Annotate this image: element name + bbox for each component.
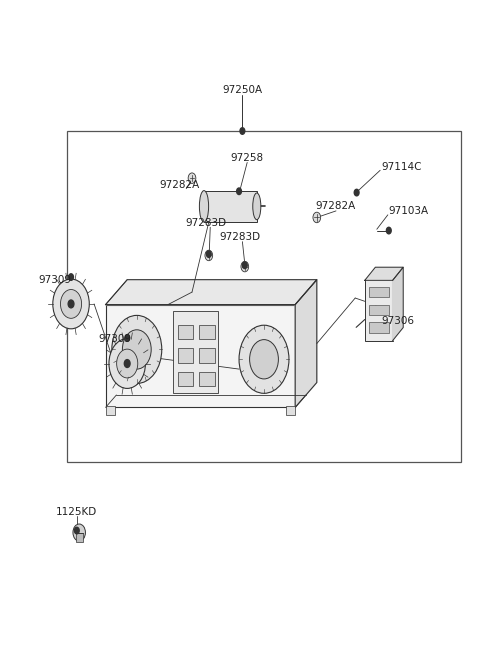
Circle shape (73, 524, 85, 541)
Circle shape (242, 262, 247, 269)
Circle shape (125, 335, 130, 341)
Bar (67, 131, 461, 462)
Circle shape (386, 227, 391, 234)
Circle shape (240, 128, 245, 134)
Bar (369, 287, 389, 297)
Text: 97258: 97258 (230, 153, 264, 163)
Circle shape (239, 325, 289, 393)
Bar (76, 533, 83, 542)
Text: 97283D: 97283D (219, 232, 261, 242)
Text: 97309: 97309 (99, 334, 132, 345)
Circle shape (205, 250, 213, 261)
Bar (369, 305, 389, 315)
Circle shape (241, 261, 249, 272)
Polygon shape (393, 267, 403, 341)
Bar (106, 406, 115, 415)
Circle shape (206, 251, 211, 257)
Text: 97282A: 97282A (316, 201, 356, 212)
Circle shape (53, 279, 89, 329)
Polygon shape (106, 280, 317, 305)
Circle shape (124, 360, 130, 367)
Bar (178, 325, 193, 339)
Circle shape (117, 349, 138, 378)
Bar (173, 311, 218, 393)
Bar (199, 325, 215, 339)
Bar (369, 322, 389, 333)
Circle shape (60, 290, 82, 318)
Text: 97282A: 97282A (160, 179, 200, 190)
Polygon shape (295, 280, 317, 407)
Text: 97114C: 97114C (382, 162, 422, 172)
Circle shape (237, 188, 241, 195)
Text: 97103A: 97103A (389, 206, 429, 216)
Bar (286, 406, 295, 415)
Ellipse shape (199, 191, 209, 222)
Bar (365, 280, 393, 341)
Circle shape (250, 339, 278, 379)
Text: 97250A: 97250A (222, 85, 263, 96)
Text: 97283D: 97283D (186, 217, 227, 228)
Bar (199, 372, 215, 386)
Circle shape (68, 300, 74, 308)
Circle shape (188, 173, 196, 183)
Text: 97309: 97309 (39, 275, 72, 286)
Circle shape (373, 307, 378, 313)
Circle shape (354, 189, 359, 196)
Bar (199, 348, 215, 363)
Circle shape (69, 274, 73, 280)
Text: 97306: 97306 (382, 316, 415, 326)
Circle shape (74, 527, 79, 534)
Circle shape (112, 316, 162, 384)
Bar (106, 305, 295, 407)
Ellipse shape (253, 193, 261, 219)
Bar (204, 191, 257, 222)
Bar (178, 348, 193, 363)
Circle shape (313, 212, 321, 223)
Bar (178, 372, 193, 386)
Text: 1125KD: 1125KD (56, 507, 97, 517)
Polygon shape (365, 267, 403, 280)
Circle shape (122, 330, 151, 369)
Circle shape (109, 339, 145, 388)
